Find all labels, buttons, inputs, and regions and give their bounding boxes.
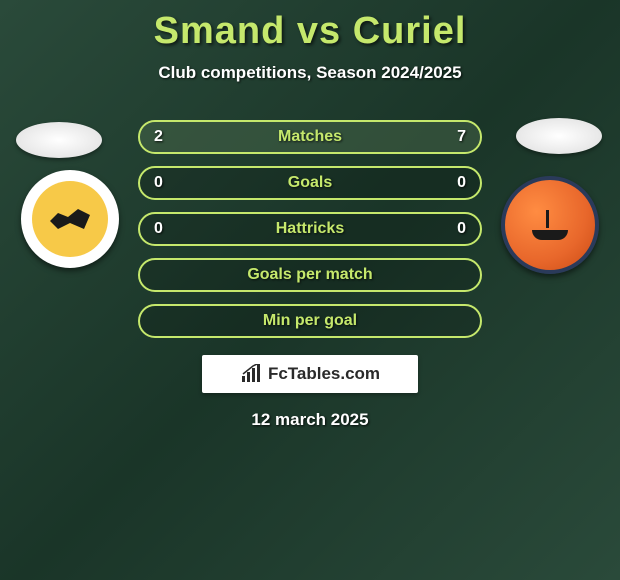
comparison-title: Smand vs Curiel xyxy=(0,0,620,53)
stat-label: Goals per match xyxy=(247,266,372,284)
stat-label: Matches xyxy=(278,128,342,146)
stat-row: Min per goal xyxy=(138,304,482,338)
chart-icon xyxy=(240,364,264,384)
stat-row: 2 Matches 7 xyxy=(138,120,482,154)
crest-left-inner xyxy=(32,181,108,257)
stat-value-right: 7 xyxy=(457,128,466,146)
vs-text: vs xyxy=(297,10,341,52)
stat-row: 0 Hattricks 0 xyxy=(138,212,482,246)
stat-value-left: 0 xyxy=(154,220,163,238)
stat-row: Goals per match xyxy=(138,258,482,292)
club-crest-right xyxy=(501,176,599,274)
stat-fill-right xyxy=(215,122,480,152)
player1-silhouette xyxy=(16,122,102,158)
stat-row: 0 Goals 0 xyxy=(138,166,482,200)
stat-value-left: 0 xyxy=(154,174,163,192)
competition-subtitle: Club competitions, Season 2024/2025 xyxy=(0,63,620,83)
stat-fill-left xyxy=(140,122,215,152)
crest-right-ship-icon xyxy=(528,210,572,240)
branding-box: FcTables.com xyxy=(202,355,418,393)
player2-silhouette xyxy=(516,118,602,154)
club-crest-left xyxy=(21,170,119,268)
player1-name: Smand xyxy=(154,10,286,52)
date-label: 12 march 2025 xyxy=(0,410,620,430)
stat-value-right: 0 xyxy=(457,220,466,238)
stat-label: Hattricks xyxy=(276,220,344,238)
branding-text: FcTables.com xyxy=(268,364,380,384)
stat-value-right: 0 xyxy=(457,174,466,192)
stat-label: Min per goal xyxy=(263,312,357,330)
player2-name: Curiel xyxy=(353,10,467,52)
stat-value-left: 2 xyxy=(154,128,163,146)
stats-panel: 2 Matches 7 0 Goals 0 0 Hattricks 0 Goals per mat… xyxy=(138,120,482,350)
stat-label: Goals xyxy=(288,174,332,192)
